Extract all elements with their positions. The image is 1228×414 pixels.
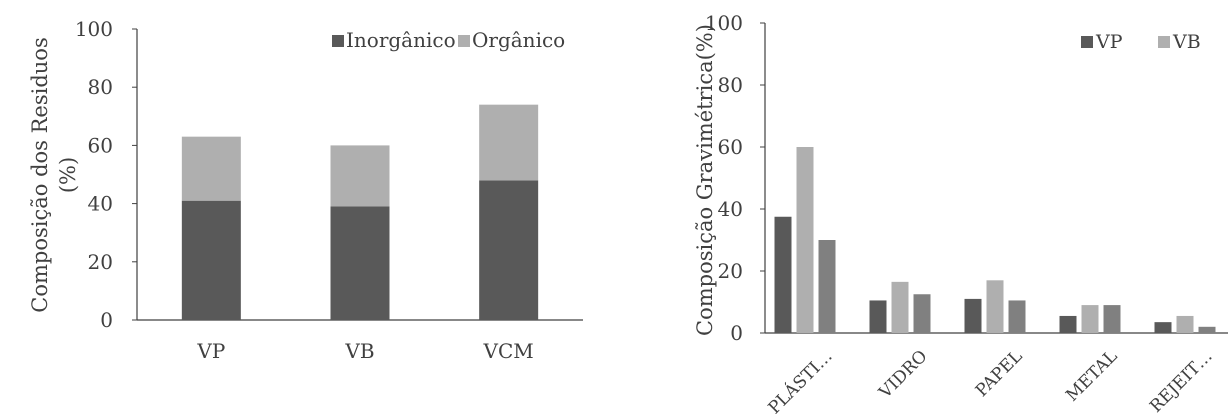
- bar-vp-4: [1154, 322, 1172, 333]
- legend-label: VB: [1172, 31, 1201, 53]
- bar-inorganico-vp: [181, 200, 241, 320]
- bar-organico-vcm: [479, 104, 539, 181]
- bar-vb-1: [891, 281, 909, 333]
- y-axis-label: Composição dos Residuos: [28, 37, 52, 312]
- bar-inorganico-vcm: [479, 180, 539, 320]
- y-tick-label: 0: [100, 308, 113, 332]
- x-tick-label: PLÁSTI…: [764, 346, 837, 414]
- x-tick-label: PAPEL: [972, 346, 1027, 401]
- bar-vp-0: [774, 216, 792, 333]
- bar-vb-4: [1176, 315, 1194, 333]
- bar-series-3-4: [1198, 326, 1216, 333]
- y-axis-label: Composição Gravimétrica(%): [693, 24, 717, 336]
- x-tick-label: VIDRO: [875, 346, 932, 403]
- bar-series-3-3: [1103, 305, 1121, 333]
- y-tick-label: 60: [718, 135, 743, 159]
- bar-vp-1: [869, 300, 887, 333]
- bar-series-3-0: [818, 240, 836, 333]
- legend-swatch: [1081, 36, 1093, 48]
- bar-organico-vp: [181, 136, 241, 201]
- bar-organico-vb: [330, 145, 390, 207]
- y-axis-label: (%): [56, 157, 80, 193]
- bar-vp-2: [964, 298, 982, 333]
- legend-label: VP: [1095, 31, 1123, 53]
- bar-vb-0: [796, 147, 814, 333]
- bar-series-3-2: [1008, 300, 1026, 333]
- x-tick-label: REJEIT…: [1146, 346, 1216, 414]
- legend-swatch: [332, 35, 344, 47]
- bar-vp-3: [1059, 315, 1077, 333]
- y-tick-label: 40: [88, 192, 113, 216]
- bar-vb-2: [986, 280, 1004, 333]
- chart-1: 0 20 40 60 80 100 VP VB VCM Composição dos Residu…: [28, 17, 583, 363]
- legend-swatch: [1158, 36, 1170, 48]
- y-tick-label: 80: [88, 75, 113, 99]
- x-tick-label: VCM: [483, 339, 534, 363]
- chart-2: 0 20 40 60 80 100 PLÁSTI… VIDRO PAPEL METAL REJEIT…: [693, 11, 1228, 414]
- y-tick-label: 20: [88, 250, 113, 274]
- legend-label: Orgânico: [472, 28, 565, 52]
- y-tick-label: 60: [88, 133, 113, 157]
- x-tick-label: METAL: [1062, 346, 1121, 405]
- y-tick-label: 100: [75, 17, 113, 41]
- x-tick-label: VB: [344, 339, 374, 363]
- bar-vb-3: [1081, 305, 1099, 333]
- y-tick-label: 20: [718, 259, 743, 283]
- bar-series-3-1: [913, 294, 931, 333]
- x-tick-label: VP: [196, 339, 225, 363]
- y-tick-label: 0: [730, 321, 743, 345]
- y-tick-label: 40: [718, 197, 743, 221]
- legend-label: Inorgânico: [346, 28, 456, 52]
- y-tick-label: 80: [718, 73, 743, 97]
- legend-swatch: [458, 35, 470, 47]
- y-tick-label: 100: [705, 11, 743, 35]
- bar-inorganico-vb: [330, 206, 390, 320]
